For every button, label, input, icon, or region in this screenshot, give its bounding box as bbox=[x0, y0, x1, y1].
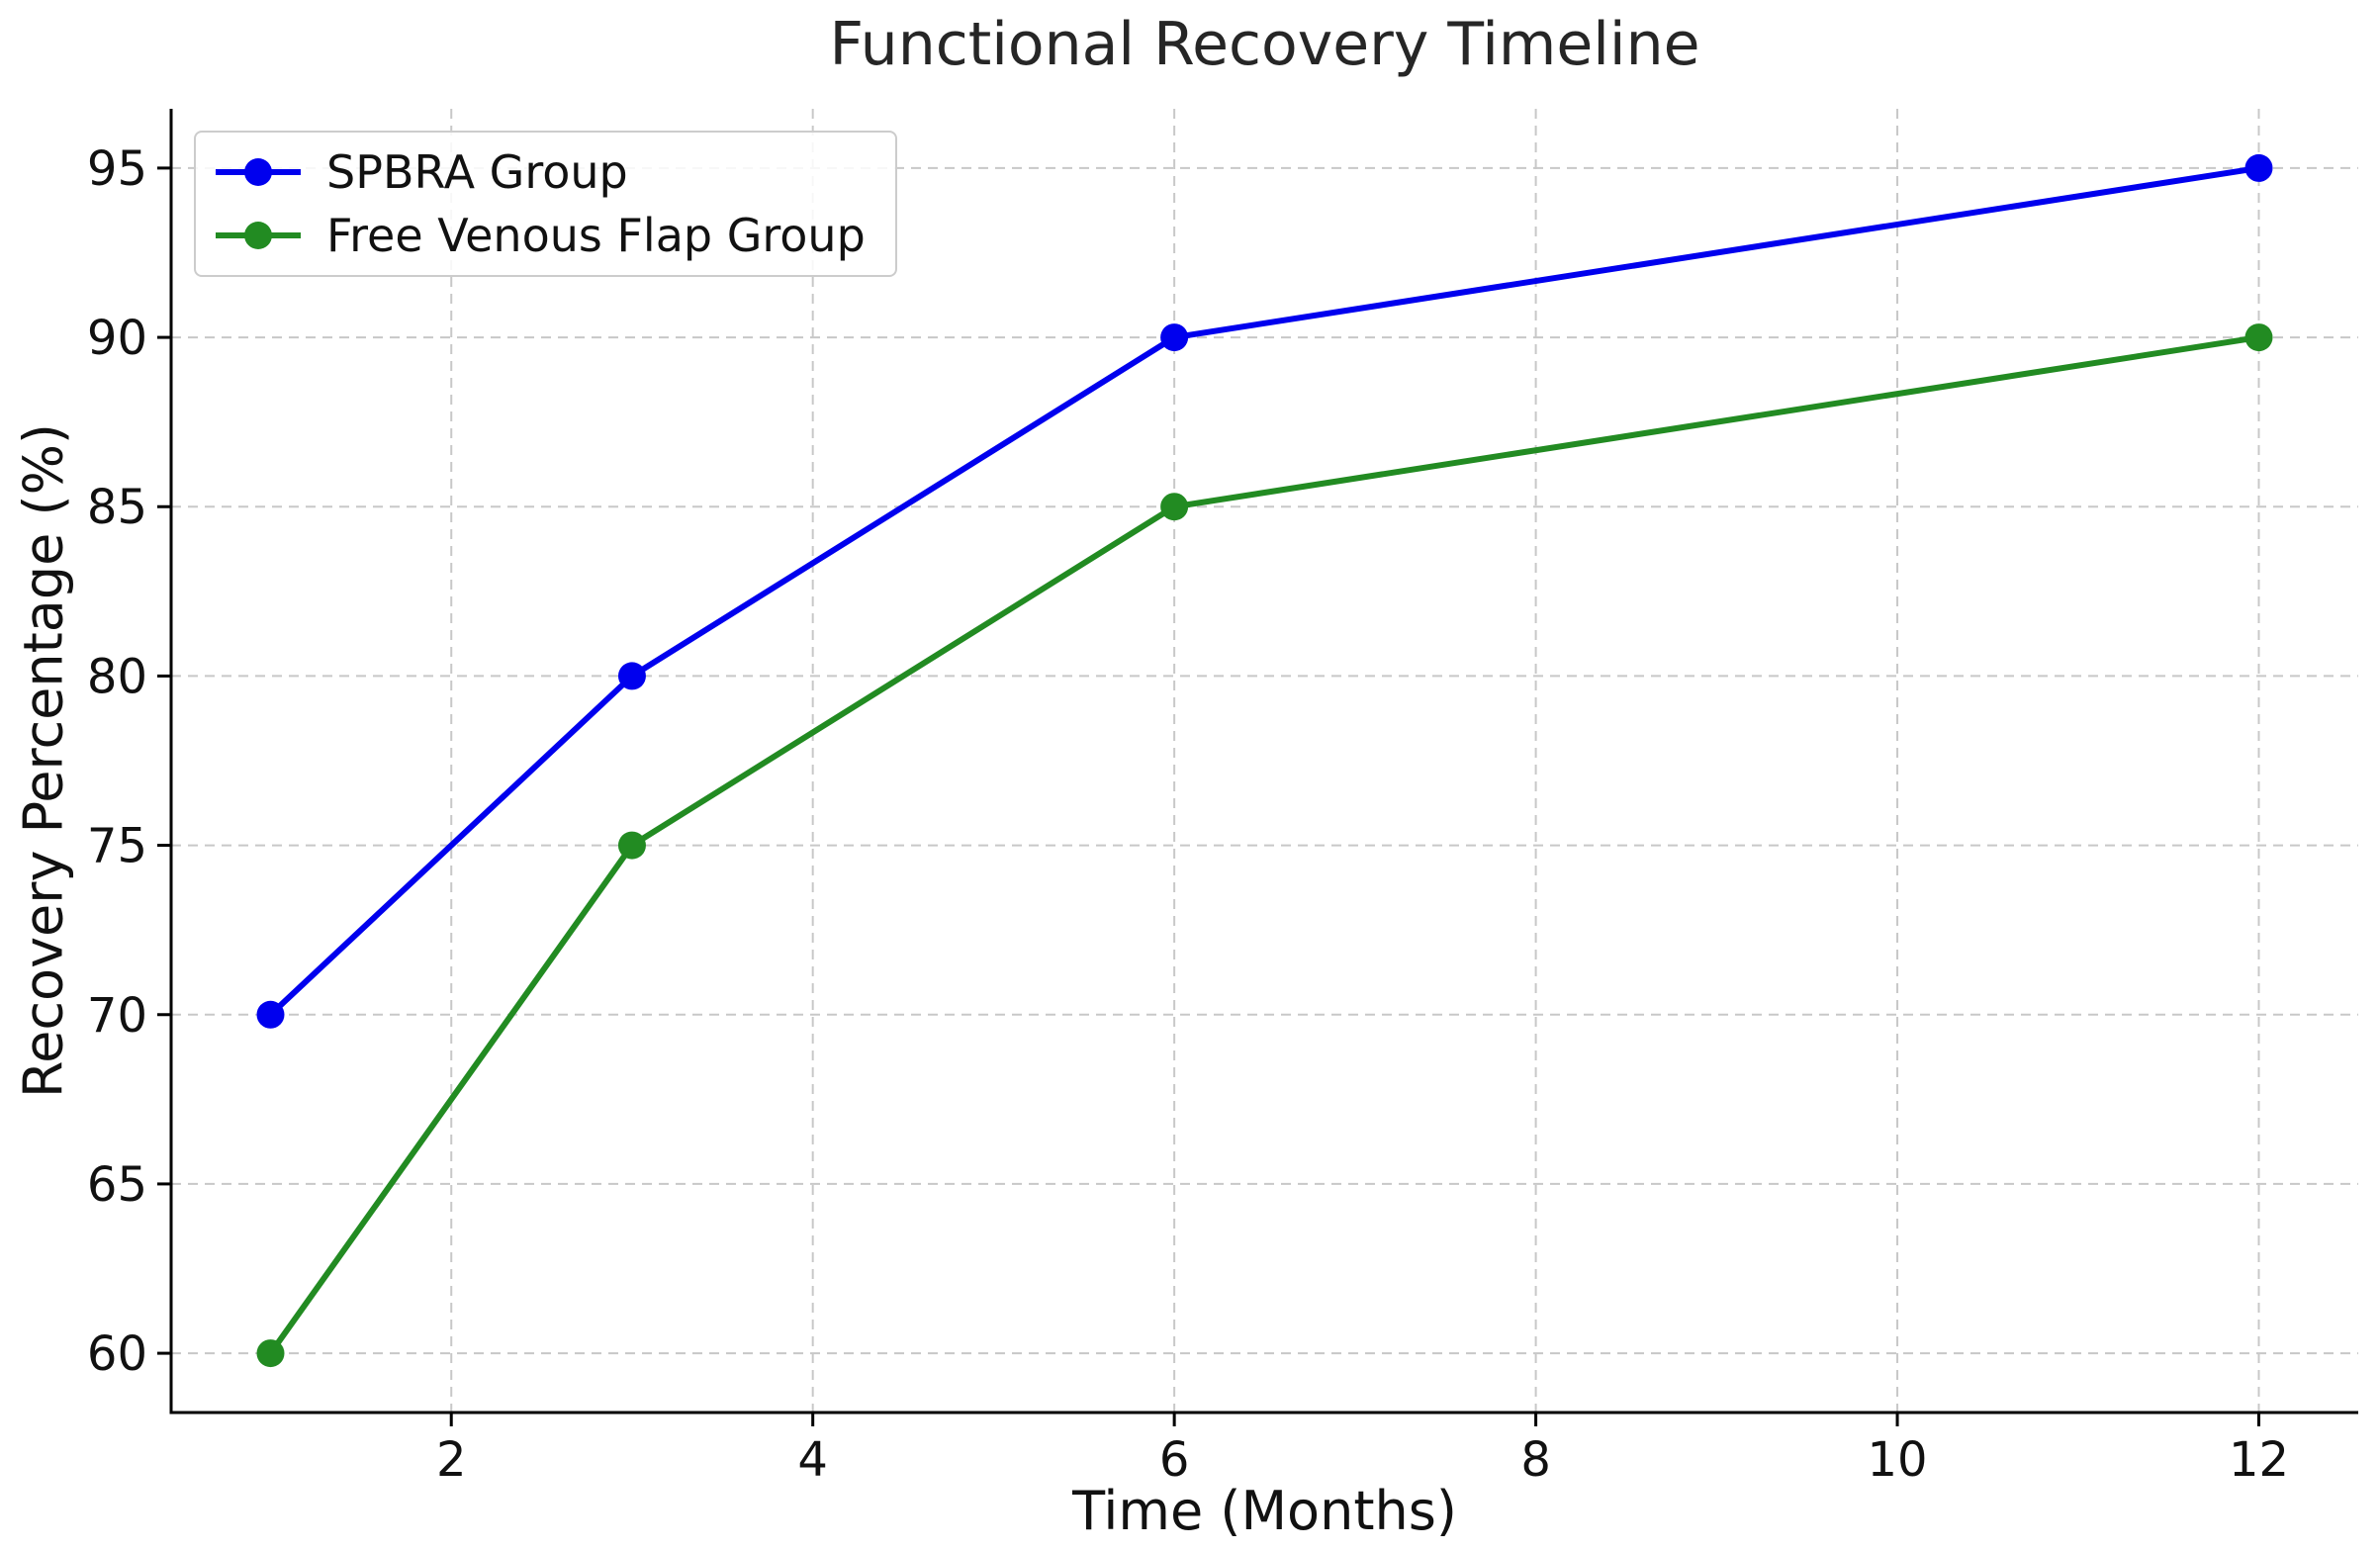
legend-line-sample bbox=[216, 158, 301, 186]
x-axis-label: Time (Months) bbox=[1072, 1480, 1457, 1542]
data-point-marker bbox=[2244, 323, 2273, 352]
y-tick-label: 95 bbox=[87, 141, 147, 197]
y-tick-label: 75 bbox=[87, 819, 147, 874]
data-point-marker bbox=[617, 662, 646, 690]
y-axis-label: Recovery Percentage (%) bbox=[12, 423, 75, 1098]
data-point-marker bbox=[2244, 153, 2273, 182]
chart-title: Functional Recovery Timeline bbox=[829, 10, 1700, 79]
x-tick-label: 8 bbox=[1520, 1432, 1551, 1488]
x-tick-label: 12 bbox=[2229, 1432, 2289, 1488]
y-tick-label: 70 bbox=[87, 988, 147, 1044]
series-line bbox=[267, 164, 2262, 1018]
y-tick-label: 85 bbox=[87, 480, 147, 535]
y-tick-label: 65 bbox=[87, 1157, 147, 1213]
x-tick-label: 10 bbox=[1868, 1432, 1928, 1488]
legend-item: SPBRA Group bbox=[214, 142, 866, 202]
data-point-marker bbox=[617, 831, 646, 860]
y-tick-label: 90 bbox=[87, 311, 147, 366]
legend-item: Free Venous Flap Group bbox=[214, 206, 866, 265]
series-line bbox=[267, 334, 2262, 1357]
x-tick-label: 6 bbox=[1159, 1432, 1190, 1488]
data-point-marker bbox=[1160, 493, 1189, 521]
data-point-marker bbox=[256, 1000, 285, 1029]
data-point-marker bbox=[256, 1339, 285, 1368]
legend-item-label: Free Venous Flap Group bbox=[326, 209, 866, 262]
legend-sample-marker-icon bbox=[244, 158, 272, 186]
legend-item-label: SPBRA Group bbox=[326, 145, 628, 199]
data-point-marker bbox=[1160, 323, 1189, 352]
x-tick-label: 2 bbox=[436, 1432, 467, 1488]
legend-sample-marker-icon bbox=[244, 222, 272, 249]
legend: SPBRA Group Free Venous Flap Group bbox=[194, 131, 897, 277]
y-tick-label: 60 bbox=[87, 1326, 147, 1382]
y-tick-label: 80 bbox=[87, 649, 147, 704]
x-tick-label: 4 bbox=[797, 1432, 828, 1488]
legend-line-sample bbox=[216, 222, 301, 249]
